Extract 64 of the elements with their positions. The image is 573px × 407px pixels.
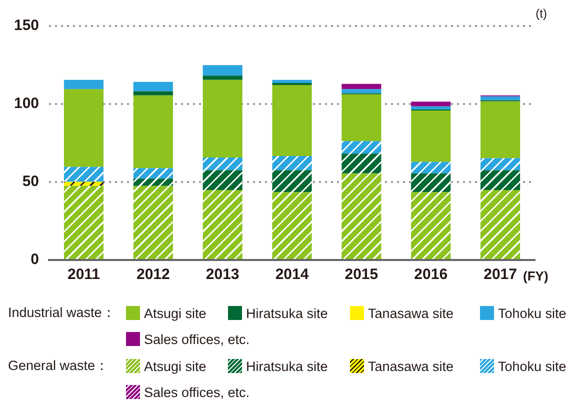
legend-label: Tanasawa site — [367, 358, 455, 374]
x-tick-label: 2017 — [484, 266, 517, 284]
bar — [411, 106, 451, 110]
x-tick-label: 2015 — [344, 266, 378, 284]
x-axis-title: (FY) — [523, 268, 548, 284]
bar — [342, 154, 382, 174]
bar — [342, 89, 382, 94]
bar — [480, 158, 520, 170]
bar — [64, 89, 104, 167]
bar — [480, 190, 520, 259]
bar — [272, 84, 312, 156]
x-tick-label: 2014 — [275, 266, 310, 284]
legend-label: Atsugi site — [143, 306, 208, 320]
legend-label: Atsugi site — [143, 358, 208, 374]
legend-label: Hiratsuka site — [245, 358, 329, 374]
bar — [64, 80, 104, 90]
bar — [64, 166, 104, 182]
bar — [342, 84, 382, 90]
bar — [342, 94, 382, 142]
bar — [202, 158, 242, 170]
bar — [480, 96, 520, 100]
y-tick-label: 150 — [14, 17, 40, 34]
bar — [133, 95, 173, 168]
bar — [411, 173, 451, 192]
bar — [480, 101, 520, 158]
y-axis-title: (t) — [536, 6, 547, 20]
x-tick-label: 2011 — [67, 266, 100, 284]
bar — [272, 170, 312, 192]
bar — [202, 190, 242, 259]
bar — [272, 156, 312, 170]
bar — [480, 170, 520, 190]
y-tick-label: 0 — [30, 251, 40, 268]
legend-label: Hiratsuka site — [245, 306, 329, 320]
bar — [133, 178, 173, 186]
legend-label: Tohoku site — [497, 306, 568, 320]
bar — [342, 173, 382, 259]
bar — [202, 65, 242, 76]
x-tick-label: 2016 — [414, 266, 448, 284]
bar — [272, 80, 312, 83]
bar — [411, 192, 451, 259]
bar — [133, 91, 173, 96]
bar — [133, 82, 173, 92]
legend-label: Tanasawa site — [367, 306, 455, 320]
text: Industrial waste： — [8, 304, 117, 322]
bar — [342, 141, 382, 154]
text: General waste： — [8, 357, 110, 375]
legend-label: Tohoku site — [497, 358, 568, 374]
bar — [202, 170, 242, 190]
x-tick-label: 2013 — [206, 266, 240, 284]
bar — [411, 110, 451, 162]
bar — [202, 80, 242, 158]
y-tick-label: 50 — [22, 173, 40, 190]
bar — [64, 182, 104, 186]
y-tick-label: 100 — [14, 95, 40, 112]
bar — [272, 192, 312, 259]
bar — [133, 186, 173, 259]
bar — [411, 102, 451, 106]
bar — [64, 186, 104, 259]
bar — [202, 76, 242, 80]
x-tick-label: 2012 — [136, 266, 170, 284]
legend-label: Sales offices, etc. — [143, 332, 250, 347]
legend-label: Sales offices, etc. — [143, 385, 250, 400]
bar — [133, 168, 173, 179]
bar — [411, 162, 451, 174]
